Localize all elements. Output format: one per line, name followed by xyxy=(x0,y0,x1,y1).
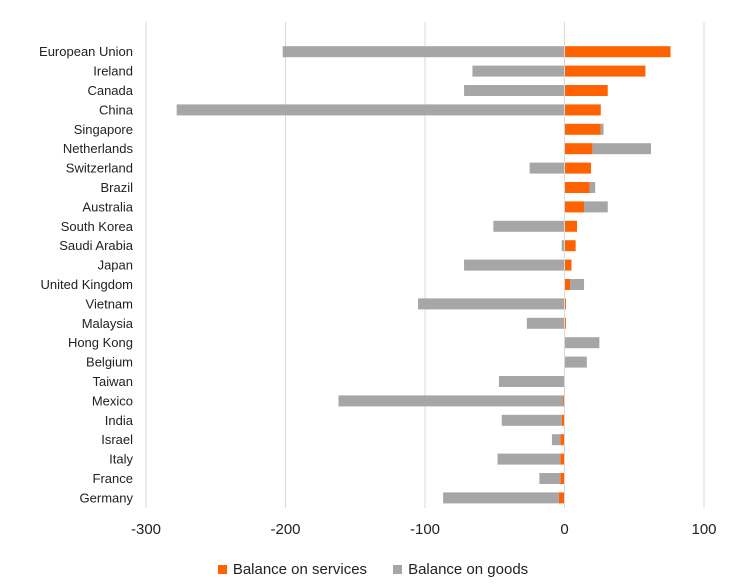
bar xyxy=(564,143,593,155)
bar xyxy=(560,473,565,484)
category-label: European Union xyxy=(39,44,133,59)
bar xyxy=(497,453,561,465)
bar xyxy=(564,337,600,349)
bar xyxy=(464,85,565,96)
legend: Balance on services Balance on goods xyxy=(0,556,746,582)
bar xyxy=(526,317,565,329)
legend-item-services: Balance on services xyxy=(217,560,368,578)
bar xyxy=(561,414,565,426)
category-label: Singapore xyxy=(74,122,133,137)
category-label: Belgium xyxy=(86,355,133,370)
bar xyxy=(564,65,646,77)
category-label: India xyxy=(105,413,134,428)
category-label: Hong Kong xyxy=(68,335,133,350)
bar xyxy=(564,46,671,58)
bar xyxy=(443,492,559,504)
legend-item-goods: Balance on goods xyxy=(393,561,528,578)
category-label: South Korea xyxy=(61,219,134,234)
bar xyxy=(564,123,601,135)
category-label: China xyxy=(99,102,134,117)
bar xyxy=(418,298,565,310)
bar xyxy=(282,46,565,58)
category-label: Malaysia xyxy=(82,316,134,331)
bar xyxy=(564,298,566,310)
x-tick-label: 0 xyxy=(560,521,568,538)
bar xyxy=(584,201,608,213)
x-tick-label: -200 xyxy=(270,521,300,538)
bar xyxy=(564,317,566,329)
bar xyxy=(529,162,565,174)
category-label: Australia xyxy=(82,199,133,214)
grid-lines xyxy=(145,22,705,508)
bar xyxy=(558,492,565,504)
bar xyxy=(589,182,596,193)
bar xyxy=(592,143,651,155)
x-tick-label: 100 xyxy=(691,521,716,538)
bar xyxy=(564,356,587,368)
bar xyxy=(338,395,564,407)
x-tick-label: -300 xyxy=(131,521,161,538)
category-labels: European Union Ireland Canada China Singapor… xyxy=(39,44,134,505)
bar xyxy=(564,201,585,213)
bar xyxy=(493,220,565,232)
category-label: Italy xyxy=(109,452,133,467)
category-label: Ireland xyxy=(93,64,133,79)
bar xyxy=(551,434,561,446)
bar xyxy=(539,473,561,484)
category-label: Germany xyxy=(80,490,134,505)
bar xyxy=(564,85,608,96)
bar xyxy=(564,220,578,232)
bar xyxy=(564,182,590,193)
legend-label-services: Balance on services xyxy=(232,560,368,578)
bar xyxy=(498,376,565,387)
bar xyxy=(176,104,565,116)
category-label: Mexico xyxy=(92,393,133,408)
category-label: United Kingdom xyxy=(41,277,134,292)
bar xyxy=(472,65,565,77)
category-label: Vietnam xyxy=(86,296,133,311)
bar xyxy=(464,259,565,271)
legend-label-goods: Balance on goods xyxy=(408,560,529,578)
tick-labels: -300 -200 -100 0 100 xyxy=(131,521,717,538)
bars xyxy=(176,46,671,504)
bar xyxy=(570,279,585,290)
x-tick-label: -100 xyxy=(410,521,440,538)
category-label: Japan xyxy=(98,258,133,273)
bar xyxy=(564,259,572,271)
bar xyxy=(563,395,565,407)
category-label: Netherlands xyxy=(63,141,134,156)
legend-swatch-goods xyxy=(393,564,403,574)
category-label: Canada xyxy=(87,83,133,98)
category-label: Saudi Arabia xyxy=(59,238,133,253)
category-label: Israel xyxy=(101,432,133,447)
bar xyxy=(600,123,604,135)
category-label: Taiwan xyxy=(93,374,133,389)
bar xyxy=(560,453,565,465)
legend-swatch-services xyxy=(217,564,227,574)
bar xyxy=(560,434,565,446)
category-label: Brazil xyxy=(100,180,133,195)
category-label: France xyxy=(93,471,133,486)
bar xyxy=(564,240,576,252)
bar xyxy=(564,104,601,116)
bar xyxy=(501,414,562,426)
bar xyxy=(561,240,565,252)
bar xyxy=(564,279,571,290)
category-label: Switzerland xyxy=(66,161,133,176)
bar xyxy=(564,162,592,174)
